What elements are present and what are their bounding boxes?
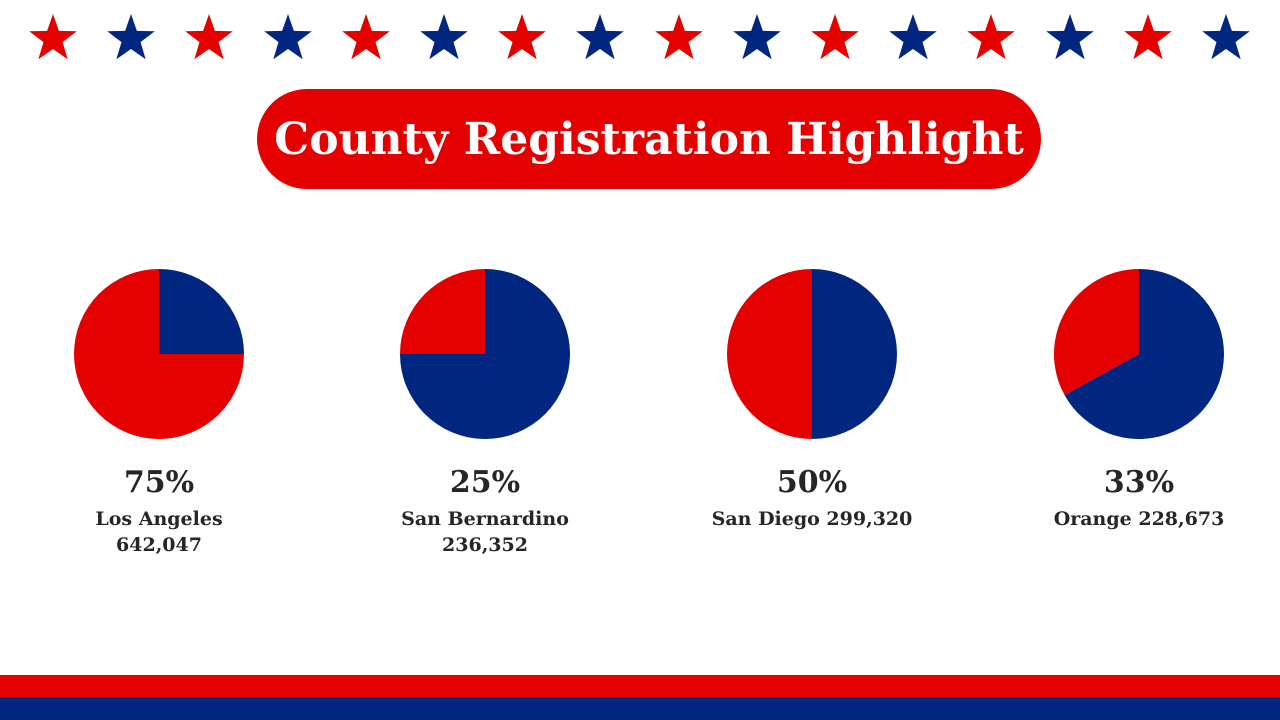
title-banner: County Registration Highlight [257, 89, 1041, 189]
percent-label: 33% [1103, 465, 1175, 500]
county-label: San Bernardino 236,352 [401, 508, 569, 556]
pie-chart [400, 269, 570, 439]
star-icon [498, 14, 546, 60]
pie-slice-red [74, 269, 244, 439]
percent-label: 75% [123, 465, 195, 500]
page-title: County Registration Highlight [274, 113, 1024, 165]
county-label: Orange 228,673 [1053, 508, 1225, 530]
star-icon [263, 14, 312, 60]
star-icon [342, 14, 390, 60]
pie-slice-red [400, 269, 485, 354]
star-row [0, 12, 1280, 64]
footer-stripe-blue [0, 697, 1280, 720]
star-icon [576, 14, 625, 60]
pie-card-san-bernardino: 25% San Bernardino 236,352 [375, 268, 595, 558]
star-icon [107, 14, 155, 60]
pie-chart [1053, 269, 1224, 439]
pie-card-san-diego: 50% San Diego 299,320 [702, 268, 922, 532]
star-icon [889, 14, 937, 60]
star-icon [654, 14, 703, 60]
pie-slice-blue [1064, 269, 1224, 439]
star-icon [29, 14, 77, 60]
star-icon [1045, 14, 1094, 60]
county-label: Los Angeles 642,047 [95, 508, 223, 556]
pie-chart [727, 269, 897, 439]
pie-slice-blue [159, 269, 244, 354]
pie-slice-blue [812, 269, 897, 439]
county-label: San Diego 299,320 [711, 508, 913, 530]
star-icon [811, 14, 859, 60]
star-icon [1124, 14, 1172, 60]
pie-card-orange: 33% Orange 228,673 [1029, 268, 1249, 532]
percent-label: 50% [776, 465, 848, 500]
star-icon [420, 14, 468, 60]
pie-chart [74, 269, 244, 439]
star-icon [185, 14, 234, 60]
footer-stripe-red [0, 675, 1280, 697]
percent-label: 25% [449, 465, 521, 500]
star-icon [733, 14, 781, 60]
pie-slice-red [727, 269, 812, 439]
star-icon [967, 14, 1016, 60]
pie-card-los-angeles: 75% Los Angeles 642,047 [49, 268, 269, 558]
pie-slice-red [1053, 269, 1139, 395]
star-icon [1202, 14, 1250, 60]
